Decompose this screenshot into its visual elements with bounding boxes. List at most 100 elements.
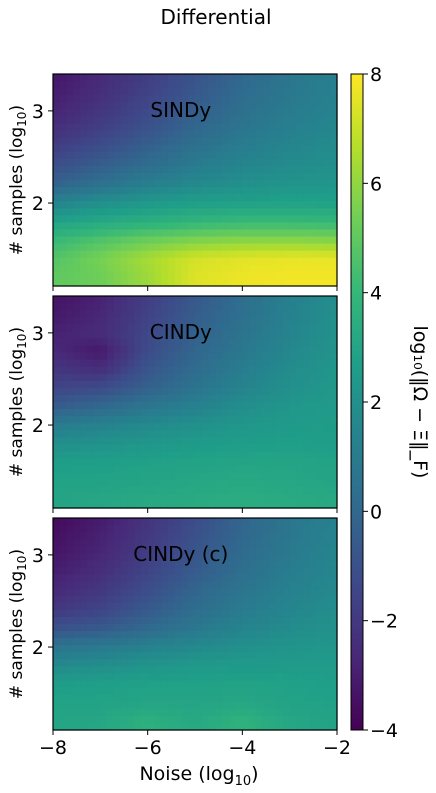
heatmap-cell [323, 451, 331, 460]
heatmap-cell [140, 560, 149, 569]
heatmap-cell [174, 532, 183, 540]
heatmap-cell [289, 465, 298, 474]
heatmap-cell [107, 324, 115, 332]
heatmap-cell [249, 81, 257, 89]
heatmap-cell [100, 588, 108, 597]
heatmap-cell [134, 81, 142, 89]
heatmap-cell [249, 194, 257, 202]
heatmap-cell [167, 631, 176, 639]
heatmap-cell [296, 532, 304, 540]
heatmap-cell [66, 116, 74, 125]
heatmap-cell [181, 74, 189, 82]
heatmap-cell [59, 264, 68, 273]
heatmap-cell [100, 486, 108, 495]
heatmap-cell [309, 472, 318, 481]
heatmap-cell [93, 352, 101, 361]
heatmap-cell [127, 130, 135, 139]
heatmap-cell [208, 303, 216, 311]
heatmap-cell [215, 243, 223, 252]
heatmap-cell [323, 201, 331, 209]
heatmap-cell [289, 416, 298, 424]
heatmap-cell [208, 130, 216, 139]
heatmap-cell [66, 638, 74, 646]
heatmap-cell [140, 493, 149, 502]
heatmap-cell [107, 687, 115, 696]
heatmap-cell [316, 250, 325, 259]
heatmap-cell [66, 539, 74, 547]
heatmap-cell [161, 88, 169, 96]
heatmap-cell [289, 437, 298, 445]
heatmap-cell [113, 271, 122, 280]
heatmap-cell [134, 303, 142, 311]
heatmap-cell [174, 581, 183, 590]
heatmap-cell [154, 595, 162, 604]
heatmap-cell [249, 187, 257, 195]
heatmap-cell [201, 581, 210, 590]
heatmap-cell [59, 486, 68, 495]
heatmap-cell [276, 666, 284, 675]
heatmap-cell [228, 708, 237, 717]
heatmap-cell [73, 525, 81, 533]
heatmap-cell [228, 324, 237, 332]
heatmap-cell [208, 102, 216, 110]
heatmap-cell [262, 394, 270, 403]
heatmap-cell [66, 271, 74, 280]
heatmap-cell [316, 553, 325, 561]
heatmap-cell [323, 652, 331, 660]
heatmap-cell [228, 430, 237, 438]
heatmap-cell [73, 366, 81, 375]
heatmap-cell [161, 722, 169, 731]
heatmap-cell [154, 208, 162, 216]
heatmap-cell [66, 687, 74, 696]
heatmap-cell [107, 303, 115, 311]
heatmap-cell [174, 109, 183, 117]
heatmap-cell [228, 652, 237, 660]
heatmap-cell [113, 250, 122, 259]
heatmap-cell [53, 81, 61, 89]
heatmap-cell [113, 151, 122, 160]
heatmap-cell [208, 616, 216, 625]
heatmap-cell [93, 609, 101, 618]
heatmap-cell [296, 366, 304, 375]
heatmap-cell [93, 479, 101, 488]
heatmap-cell [140, 296, 149, 304]
heatmap-cell [303, 574, 311, 583]
heatmap-cell [296, 278, 304, 287]
heatmap-cell [228, 250, 237, 259]
heatmap-cell [228, 236, 237, 245]
heatmap-cell [282, 236, 291, 245]
heatmap-cell [66, 324, 74, 332]
heatmap-cell [86, 708, 95, 717]
heatmap-cell [201, 109, 210, 117]
heatmap-cell [303, 215, 311, 223]
heatmap-cell [174, 394, 183, 403]
heatmap-cell [140, 437, 149, 445]
heatmap-cell [249, 165, 257, 174]
heatmap-cell [255, 715, 264, 724]
heatmap-cell [113, 81, 122, 89]
heatmap-cell [154, 345, 162, 354]
heatmap-cell [289, 546, 298, 554]
heatmap-cell [255, 359, 264, 368]
heatmap-cell [195, 271, 203, 280]
heatmap-cell [154, 310, 162, 318]
heatmap-cell [235, 324, 243, 332]
heatmap-cell [228, 539, 237, 547]
heatmap-cell [113, 194, 122, 202]
heatmap-cell [167, 458, 176, 467]
heatmap-cell [140, 451, 149, 460]
heatmap-cell [80, 345, 88, 354]
heatmap-cell [80, 645, 88, 653]
heatmap-cell [222, 296, 230, 304]
heatmap-cell [161, 715, 169, 724]
heatmap-cell [323, 366, 331, 375]
heatmap-cell [316, 201, 325, 209]
heatmap-cell [66, 373, 74, 382]
heatmap-cell [323, 373, 331, 382]
heatmap-cell [228, 518, 237, 526]
heatmap-cell [222, 708, 230, 717]
heatmap-cell [161, 373, 169, 382]
heatmap-cell [330, 518, 338, 526]
heatmap-cell [215, 208, 223, 216]
heatmap-cell [228, 74, 237, 82]
